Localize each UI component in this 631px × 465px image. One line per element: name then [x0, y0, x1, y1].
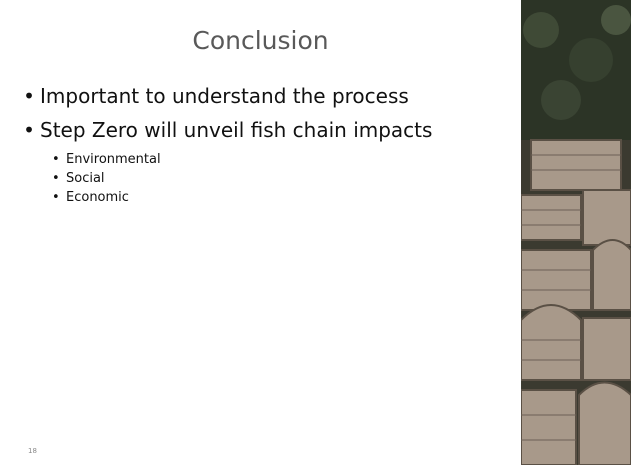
bullet-list: Important to understand the process Step … — [18, 84, 518, 205]
slide-number: 18 — [28, 447, 37, 455]
bullet: Step Zero will unveil fish chain impacts — [18, 118, 518, 142]
bullet: Important to understand the process — [18, 84, 518, 108]
slide-title: Conclusion — [0, 26, 521, 55]
sub-bullet: Economic — [52, 190, 518, 205]
slide: Conclusion Important to understand the p… — [0, 0, 631, 465]
photo — [521, 0, 631, 465]
sub-bullet: Social — [52, 171, 518, 186]
sub-bullet: Environmental — [52, 152, 518, 167]
